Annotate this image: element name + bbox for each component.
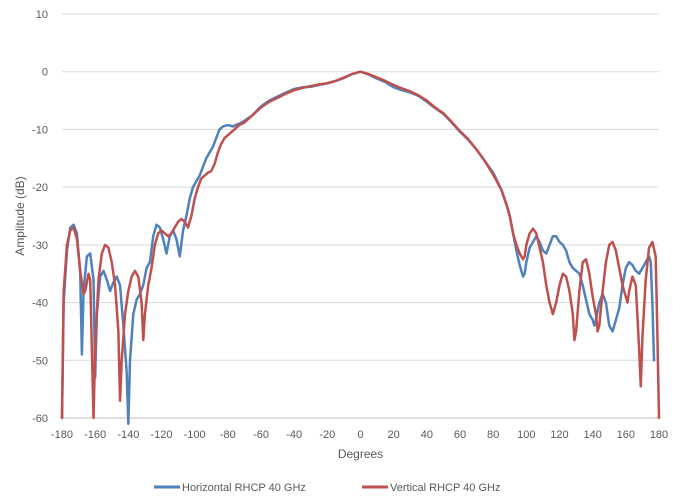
x-tick-label: 160 [617, 429, 635, 441]
x-tick-label: -20 [319, 429, 335, 441]
x-axis-label: Degrees [338, 447, 383, 461]
legend-label: Vertical RHCP 40 GHz [390, 482, 500, 494]
x-tick-label: -60 [253, 429, 269, 441]
y-axis-ticks: 10 0 -10 -20 -30 -40 -50 -60 [32, 9, 48, 425]
y-tick-label: -30 [32, 240, 48, 252]
x-tick-label: 100 [517, 429, 535, 441]
legend-label: Horizontal RHCP 40 GHz [182, 482, 306, 494]
y-tick-label: 0 [42, 67, 48, 79]
x-tick-label: 60 [454, 429, 466, 441]
y-tick-label: -10 [32, 124, 48, 136]
x-tick-label: -120 [150, 429, 172, 441]
series-lines [60, 70, 661, 426]
x-tick-label: 40 [421, 429, 433, 441]
x-tick-label: -80 [220, 429, 236, 441]
x-tick-label: 140 [583, 429, 601, 441]
y-tick-label: -60 [32, 413, 48, 425]
x-tick-label: -160 [84, 429, 106, 441]
y-axis-label: Amplitude (dB) [13, 176, 27, 255]
x-tick-label: -100 [184, 429, 206, 441]
x-tick-label: 120 [550, 429, 568, 441]
x-tick-label: 20 [388, 429, 400, 441]
x-tick-label: -140 [117, 429, 139, 441]
x-tick-label: 80 [487, 429, 499, 441]
y-tick-label: -40 [32, 298, 48, 310]
x-axis-ticks: -180 -160 -140 -120 -100 -80 -60 -40 -20 0 20 40 60 8… [51, 429, 668, 441]
x-tick-label: 180 [650, 429, 668, 441]
x-tick-label: -180 [51, 429, 73, 441]
x-tick-label: -40 [286, 429, 302, 441]
series-line-vertical-rhcp [60, 70, 661, 420]
legend: Horizontal RHCP 40 GHz Vertical RHCP 40 G… [154, 482, 500, 494]
y-tick-label: -50 [32, 355, 48, 367]
x-tick-label: 0 [357, 429, 363, 441]
y-tick-label: 10 [36, 9, 48, 21]
gridlines [62, 13, 659, 419]
series-line-horizontal-rhcp [60, 70, 656, 426]
y-tick-label: -20 [32, 182, 48, 194]
